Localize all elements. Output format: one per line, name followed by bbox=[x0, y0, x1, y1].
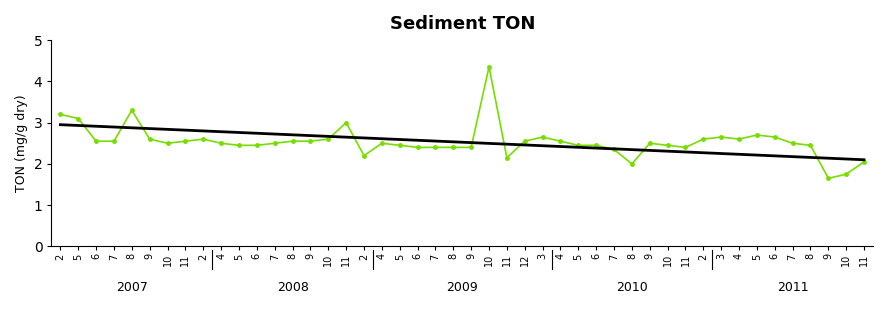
Text: 2007: 2007 bbox=[116, 281, 147, 294]
Text: 2010: 2010 bbox=[616, 281, 647, 294]
Text: 2009: 2009 bbox=[447, 281, 478, 294]
Text: 2011: 2011 bbox=[777, 281, 808, 294]
Title: Sediment TON: Sediment TON bbox=[390, 15, 535, 33]
Text: 2008: 2008 bbox=[277, 281, 308, 294]
Y-axis label: TON (mg/g dry): TON (mg/g dry) bbox=[15, 94, 28, 192]
